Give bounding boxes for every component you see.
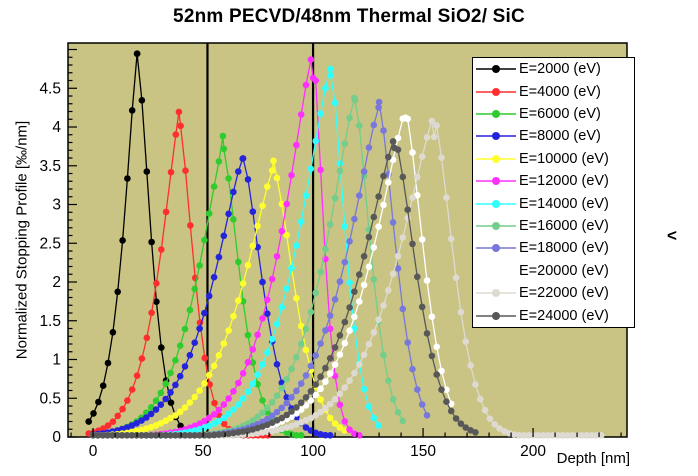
legend-label: E=22000 (eV): [519, 285, 609, 302]
legend-label: E=24000 (eV): [519, 307, 609, 324]
legend-item: E=14000 (eV): [473, 193, 634, 215]
legend-label: E=4000 (eV): [519, 83, 601, 100]
legend-marker-icon: [476, 110, 516, 119]
legend-item: E=8000 (eV): [473, 125, 634, 147]
legend-marker-icon: [476, 244, 516, 253]
legend-marker-icon: [476, 87, 516, 96]
axis-ticks: [68, 48, 622, 438]
series-2000: [85, 50, 194, 438]
legend-marker-icon: [476, 65, 516, 74]
legend-label: E=6000 (eV): [519, 106, 601, 123]
legend-item: E=12000 (eV): [473, 170, 634, 192]
legend-marker-icon: [476, 222, 516, 231]
x-tick-label: 0: [89, 443, 98, 460]
legend-marker-icon: [476, 311, 516, 320]
legend-item: E=4000 (eV): [473, 81, 634, 103]
y-axis-title: Normalized Stopping Profile [‰/nm]: [13, 120, 31, 360]
legend-item: E=24000 (eV): [473, 305, 634, 327]
legend-box: E=2000 (eV) E=4000 (eV) E=6000 (eV) E=8000 …: [472, 57, 635, 328]
legend-label: E=20000 (eV): [519, 262, 609, 279]
legend-label: E=2000 (eV): [519, 61, 601, 78]
legend-label: E=14000 (eV): [519, 195, 609, 212]
x-tick-label: 50: [194, 443, 212, 460]
y-tick-label: 4.5: [39, 80, 61, 97]
y-tick-label: 4: [52, 119, 61, 136]
x-tick-label: 150: [410, 443, 436, 460]
x-axis-title: Depth [nm]: [556, 450, 630, 467]
legend-item: E=10000 (eV): [473, 148, 634, 170]
legend-item: E=6000 (eV): [473, 103, 634, 125]
y-tick-label: 1: [52, 352, 61, 369]
legend-marker-icon: [476, 199, 516, 208]
legend-label: E=10000 (eV): [519, 150, 609, 167]
legend-item: E=16000 (eV): [473, 215, 634, 237]
y-tick-label: 2: [52, 274, 61, 291]
legend-item: E=18000 (eV): [473, 237, 634, 259]
tick-labels: 0 50 100 150 200 0 0.5 1 1.5 2 2.5 3 3.5 4 4.5: [39, 80, 546, 460]
series-curves: [85, 50, 605, 439]
x-tick-label: 100: [300, 443, 326, 460]
series-24000: [89, 138, 479, 439]
legend-label: E=8000 (eV): [519, 128, 601, 145]
legend-marker-icon: [476, 177, 516, 186]
legend-label: E=18000 (eV): [519, 240, 609, 257]
legend-label: E=12000 (eV): [519, 173, 609, 190]
y-tick-label: 2.5: [39, 235, 61, 252]
y-tick-label: 3.5: [39, 158, 61, 175]
x-tick-label: 200: [520, 443, 546, 460]
legend-item: E=2000 (eV): [473, 58, 634, 80]
legend-marker-icon: [476, 154, 516, 163]
y-tick-label: 0: [52, 429, 61, 446]
y-tick-label: 1.5: [39, 313, 61, 330]
legend-label: E=16000 (eV): [519, 218, 609, 235]
y-tick-label: 3: [52, 197, 61, 214]
chart-title: 52nm PECVD/48nm Thermal SiO2/ SiC: [173, 6, 525, 27]
legend-marker-icon: [476, 266, 516, 275]
legend-item: E=20000 (eV): [473, 260, 634, 282]
stray-character: <: [667, 226, 677, 245]
legend-marker-icon: [476, 289, 516, 298]
y-tick-label: 0.5: [39, 390, 61, 407]
legend-marker-icon: [476, 132, 516, 141]
legend-item: E=22000 (eV): [473, 282, 634, 304]
